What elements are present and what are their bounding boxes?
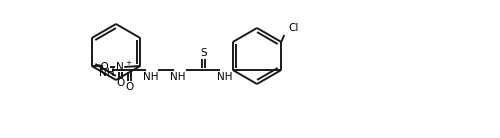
Text: NH: NH — [143, 72, 158, 82]
Text: N: N — [116, 62, 124, 72]
Text: NH: NH — [217, 72, 232, 82]
Text: Cl: Cl — [288, 23, 298, 33]
Text: ⁻O: ⁻O — [96, 62, 109, 72]
Text: +: + — [125, 60, 132, 66]
Text: S: S — [200, 48, 207, 58]
Text: NH: NH — [99, 68, 114, 78]
Text: NH: NH — [170, 72, 186, 82]
Text: O: O — [116, 78, 124, 88]
Text: O: O — [126, 82, 134, 92]
